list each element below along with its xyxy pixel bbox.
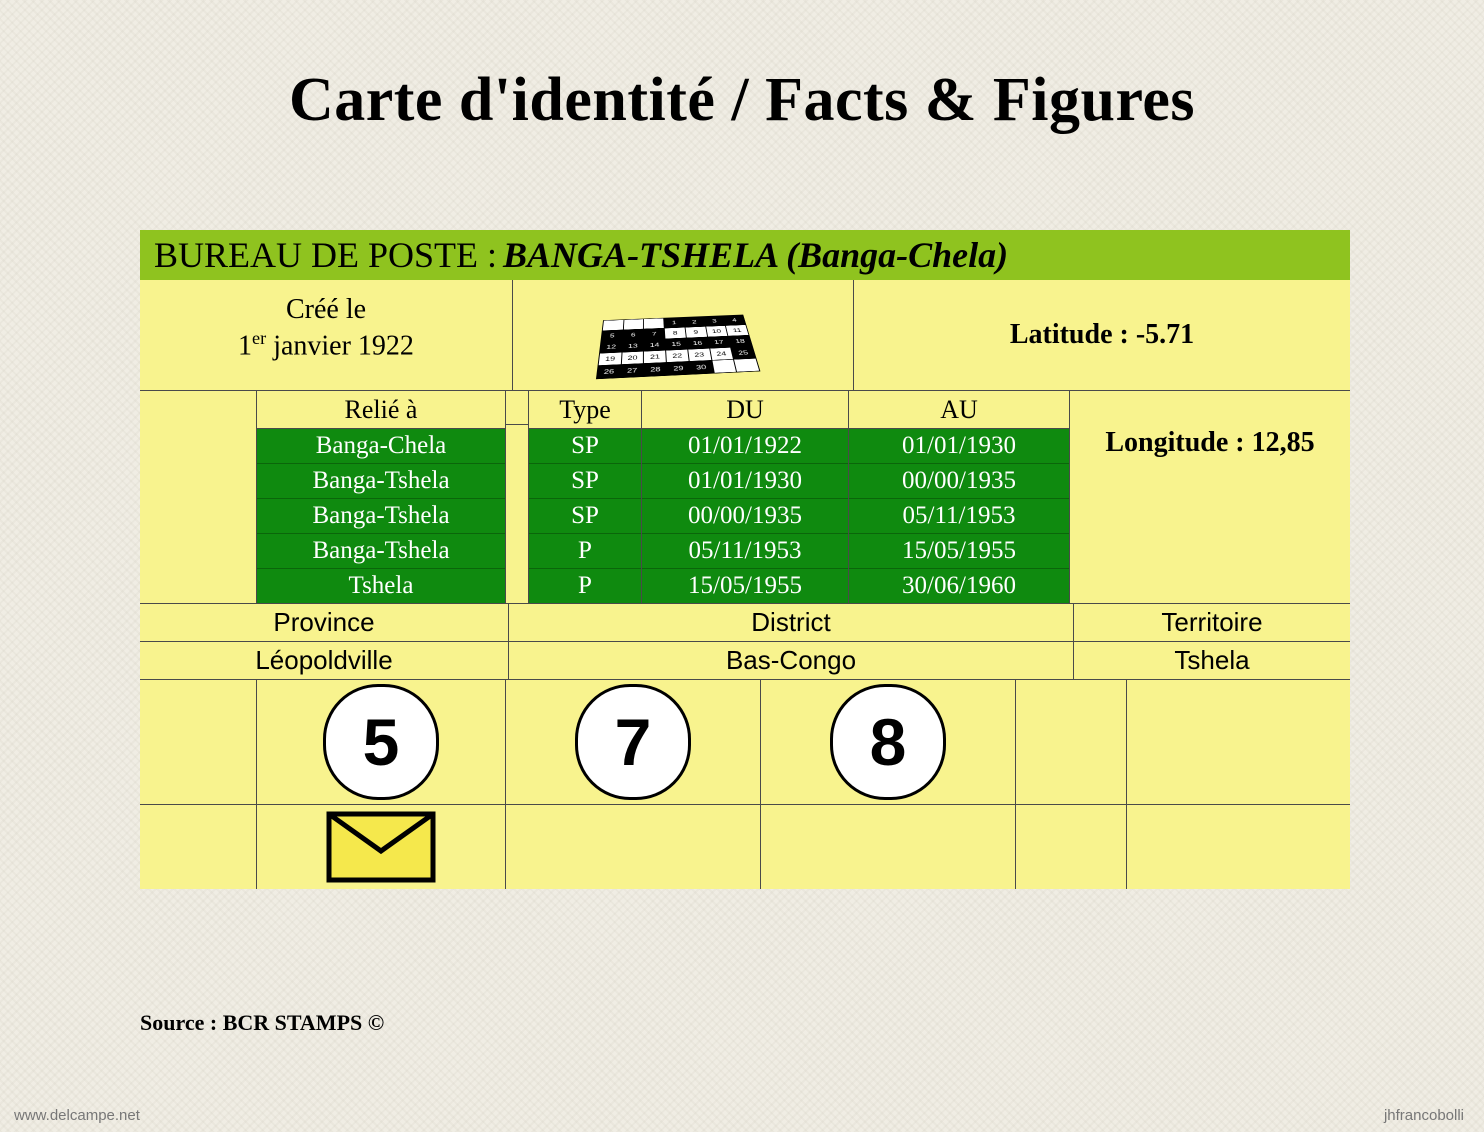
du-3: 05/11/1953 xyxy=(642,534,848,569)
value-territoire: Tshela xyxy=(1074,642,1350,679)
col-du: DU 01/01/1922 01/01/1930 00/00/1935 05/1… xyxy=(642,391,849,603)
row-numbers: 5 7 8 xyxy=(140,680,1350,805)
du-2: 00/00/1935 xyxy=(642,499,848,534)
type-3: P xyxy=(529,534,641,569)
calendar-icon: 1234 567891011 12131415161718 1920212223… xyxy=(596,314,772,382)
du-0: 01/01/1922 xyxy=(642,429,848,464)
header-district: District xyxy=(509,604,1074,641)
row-envelope xyxy=(140,805,1350,889)
longitude-cell: Longitude : 12,85 xyxy=(1070,391,1350,603)
calendar-cell: 1234 567891011 12131415161718 1920212223… xyxy=(513,280,854,390)
seller-text: jhfrancobolli xyxy=(1384,1107,1464,1124)
type-4: P xyxy=(529,569,641,603)
history-spacer xyxy=(140,391,257,603)
type-2: SP xyxy=(529,499,641,534)
type-0: SP xyxy=(529,429,641,464)
created-line2: 1er janvier 1922 xyxy=(144,327,508,363)
watermark-text: www.delcampe.net xyxy=(14,1107,140,1124)
header-relie: Relié à xyxy=(257,391,505,429)
au-0: 01/01/1930 xyxy=(849,429,1069,464)
type-1: SP xyxy=(529,464,641,499)
row-history: Relié à Banga-Chela Banga-Tshela Banga-T… xyxy=(140,391,1350,604)
source-text: Source : BCR STAMPS © xyxy=(140,1010,384,1036)
header-territoire: Territoire xyxy=(1074,604,1350,641)
row-created: Créé le 1er janvier 1922 1234 567891011 … xyxy=(140,280,1350,391)
value-province: Léopoldville xyxy=(140,642,509,679)
relie-0: Banga-Chela xyxy=(257,429,505,464)
relie-4: Tshela xyxy=(257,569,505,603)
envelope-icon xyxy=(326,811,436,883)
header-bar: BUREAU DE POSTE : BANGA-TSHELA (Banga-Ch… xyxy=(140,230,1350,280)
facts-card: BUREAU DE POSTE : BANGA-TSHELA (Banga-Ch… xyxy=(140,230,1350,889)
header-value: BANGA-TSHELA (Banga-Chela) xyxy=(503,234,1008,276)
du-4: 15/05/1955 xyxy=(642,569,848,603)
value-district: Bas-Congo xyxy=(509,642,1074,679)
col-type: Type SP SP SP P P xyxy=(529,391,642,603)
header-label: BUREAU DE POSTE : xyxy=(154,234,497,276)
col-au: AU 01/01/1930 00/00/1935 05/11/1953 15/0… xyxy=(849,391,1070,603)
created-line1: Créé le xyxy=(144,292,508,327)
relie-3: Banga-Tshela xyxy=(257,534,505,569)
au-2: 05/11/1953 xyxy=(849,499,1069,534)
au-4: 30/06/1960 xyxy=(849,569,1069,603)
latitude-cell: Latitude : -5.71 xyxy=(854,280,1350,390)
col-relie: Relié à Banga-Chela Banga-Tshela Banga-T… xyxy=(257,391,506,603)
au-1: 00/00/1935 xyxy=(849,464,1069,499)
header-au: AU xyxy=(849,391,1069,429)
created-cell: Créé le 1er janvier 1922 xyxy=(140,280,513,390)
number-ball-2: 7 xyxy=(575,684,691,800)
page-title: Carte d'identité / Facts & Figures xyxy=(0,0,1484,136)
row-geo-headers: Province District Territoire xyxy=(140,604,1350,642)
header-type: Type xyxy=(529,391,641,429)
relie-2: Banga-Tshela xyxy=(257,499,505,534)
header-du: DU xyxy=(642,391,848,429)
col-gap xyxy=(506,391,529,603)
header-province: Province xyxy=(140,604,509,641)
row-geo-values: Léopoldville Bas-Congo Tshela xyxy=(140,642,1350,680)
du-1: 01/01/1930 xyxy=(642,464,848,499)
relie-1: Banga-Tshela xyxy=(257,464,505,499)
au-3: 15/05/1955 xyxy=(849,534,1069,569)
number-ball-3: 8 xyxy=(830,684,946,800)
number-ball-1: 5 xyxy=(323,684,439,800)
